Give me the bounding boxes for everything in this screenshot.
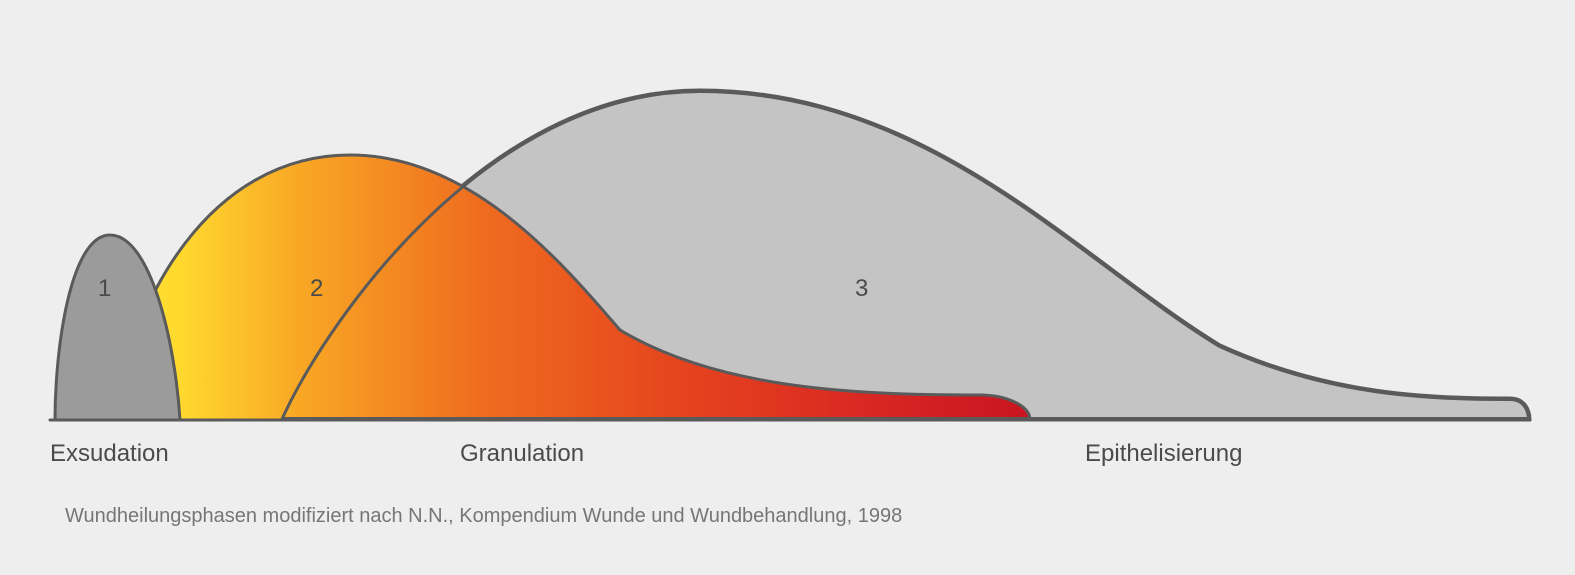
source-caption: Wundheilungsphasen modifiziert nach N.N.…	[65, 505, 902, 528]
phase-2-number: 2	[310, 275, 323, 303]
axis-label-epithelisierung: Epithelisierung	[1085, 440, 1242, 468]
wound-healing-curves	[0, 0, 1575, 575]
diagram-stage: 1 2 3 Exsudation Granulation Epithelisie…	[0, 0, 1575, 575]
axis-label-granulation: Granulation	[460, 440, 584, 468]
phase-3-number: 3	[855, 275, 868, 303]
axis-label-exsudation: Exsudation	[50, 440, 169, 468]
phase-1-number: 1	[98, 275, 111, 303]
